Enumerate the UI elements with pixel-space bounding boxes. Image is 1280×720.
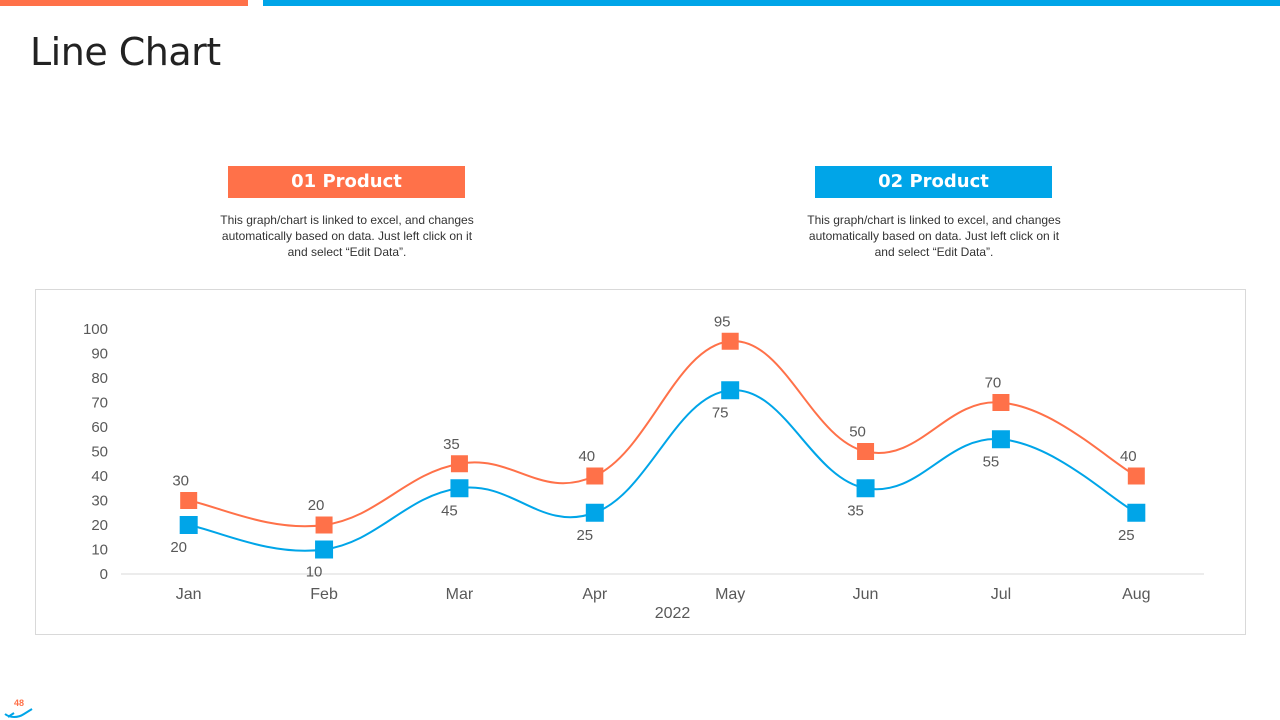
- series-2-point: [179, 516, 198, 534]
- product-2-label: 02 Product: [815, 166, 1052, 198]
- page-title: Line Chart: [30, 30, 221, 74]
- series-2-data-label: 45: [441, 502, 458, 519]
- series-2-data-label: 10: [306, 564, 323, 581]
- top-accent-bar-orange: [0, 0, 248, 6]
- x-axis-title: 2022: [655, 605, 691, 622]
- chart-lines: [188, 340, 1137, 552]
- y-tick-label: 30: [91, 493, 108, 510]
- series-1-data-label: 70: [985, 375, 1002, 392]
- x-tick-label: Aug: [1122, 586, 1150, 603]
- y-tick-label: 0: [100, 566, 108, 583]
- series-1-point: [586, 467, 604, 485]
- series-2-data-label: 35: [847, 502, 864, 519]
- x-tick-label: Apr: [582, 586, 608, 603]
- y-tick-label: 90: [91, 346, 108, 363]
- y-tick-label: 10: [91, 542, 108, 559]
- y-tick-label: 50: [91, 444, 108, 461]
- product-1-label: 01 Product: [228, 166, 465, 198]
- series-1-point: [857, 443, 875, 460]
- series-2-data-label: 75: [712, 404, 729, 421]
- chart-data-labels: 30 20 35 40 95 50 70 40 20 10 45 25 75 35 55 25: [170, 313, 1136, 580]
- series-2-data-label: 25: [1118, 527, 1135, 544]
- x-tick-label: May: [715, 586, 745, 603]
- series-1-point: [721, 332, 739, 350]
- x-tick-label: Jul: [991, 586, 1011, 603]
- series-2-point: [721, 381, 740, 400]
- series-1-point: [180, 492, 198, 509]
- series-1-data-label: 35: [443, 436, 460, 453]
- series-1-data-label: 40: [1120, 448, 1137, 465]
- series-2-point: [991, 430, 1010, 449]
- series-1-line: [188, 340, 1137, 528]
- series-2-line: [188, 389, 1137, 552]
- series-1-data-label: 20: [308, 497, 325, 514]
- x-tick-label: Jun: [853, 586, 879, 603]
- series-2-point: [1127, 503, 1146, 522]
- page-number: 48: [14, 698, 25, 708]
- series-2-data-label: 25: [576, 527, 593, 544]
- y-tick-label: 20: [91, 517, 108, 534]
- series-2-point: [856, 479, 875, 498]
- x-tick-label: Feb: [310, 586, 338, 603]
- product-1-description: This graph/chart is linked to excel, and…: [220, 213, 474, 259]
- series-2-point: [450, 479, 469, 498]
- y-tick-label: 60: [91, 419, 108, 436]
- top-accent-bar-blue: [263, 0, 1280, 6]
- series-1-data-label: 40: [578, 448, 595, 465]
- series-2-data-label: 55: [983, 453, 1000, 470]
- chart-axes: 0 10 20 30 40 50 60 70 80 90 100 Jan Feb Mar Apr May Jun…: [83, 321, 1204, 622]
- chart-markers: [179, 332, 1146, 559]
- product-2-description: This graph/chart is linked to excel, and…: [807, 213, 1061, 259]
- y-tick-label: 100: [83, 321, 108, 338]
- series-1-data-label: 95: [714, 313, 731, 330]
- chart-frame[interactable]: [35, 289, 1246, 635]
- hand-logo-icon: [4, 708, 33, 718]
- series-2-data-label: 20: [170, 539, 187, 556]
- series-2-point: [585, 503, 604, 522]
- y-tick-label: 70: [91, 395, 108, 412]
- series-1-point: [1127, 467, 1145, 485]
- x-tick-label: Mar: [446, 586, 474, 603]
- series-1-data-label: 30: [172, 473, 189, 490]
- series-2-point: [315, 540, 334, 559]
- y-tick-label: 80: [91, 370, 108, 387]
- y-tick-label: 40: [91, 468, 108, 485]
- series-1-point: [450, 455, 468, 473]
- series-1-data-label: 50: [849, 424, 866, 441]
- x-tick-label: Jan: [176, 586, 202, 603]
- series-1-point: [992, 394, 1010, 411]
- series-1-point: [315, 516, 333, 534]
